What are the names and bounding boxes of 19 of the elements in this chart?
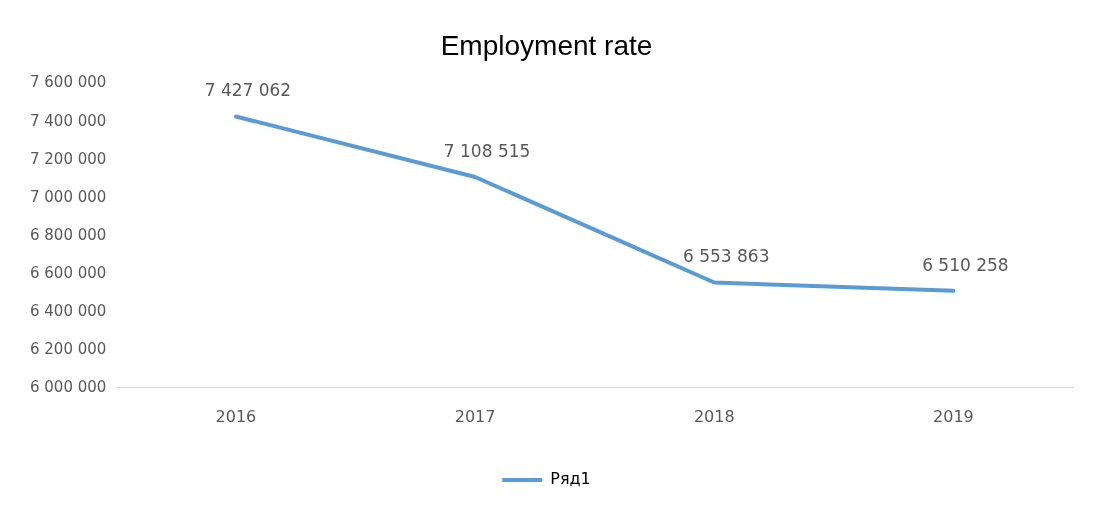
y-tick-label: 6 800 000: [30, 225, 107, 244]
data-label: 6 553 863: [682, 246, 770, 267]
y-tick-label: 6 200 000: [30, 339, 107, 358]
x-tick-label: 2019: [933, 406, 974, 426]
x-tick-label: 2017: [454, 406, 496, 426]
y-tick-label: 6 000 000: [30, 377, 107, 396]
data-label: 6 510 258: [922, 254, 1009, 275]
y-tick-label: 7 600 000: [30, 73, 107, 92]
data-label: 7 108 515: [443, 140, 531, 161]
x-tick-label: 2018: [693, 406, 735, 426]
y-tick-label: 6 600 000: [30, 263, 107, 282]
data-label: 7 427 062: [204, 80, 292, 101]
y-tick-label: 7 400 000: [30, 111, 107, 130]
x-tick-label: 2016: [215, 406, 257, 426]
y-tick-label: 7 200 000: [30, 149, 107, 168]
y-tick-label: 6 400 000: [30, 301, 107, 320]
chart-title: Employment rate: [440, 29, 653, 61]
y-tick-label: 7 000 000: [30, 187, 107, 206]
legend-label: Ряд1: [550, 469, 591, 489]
